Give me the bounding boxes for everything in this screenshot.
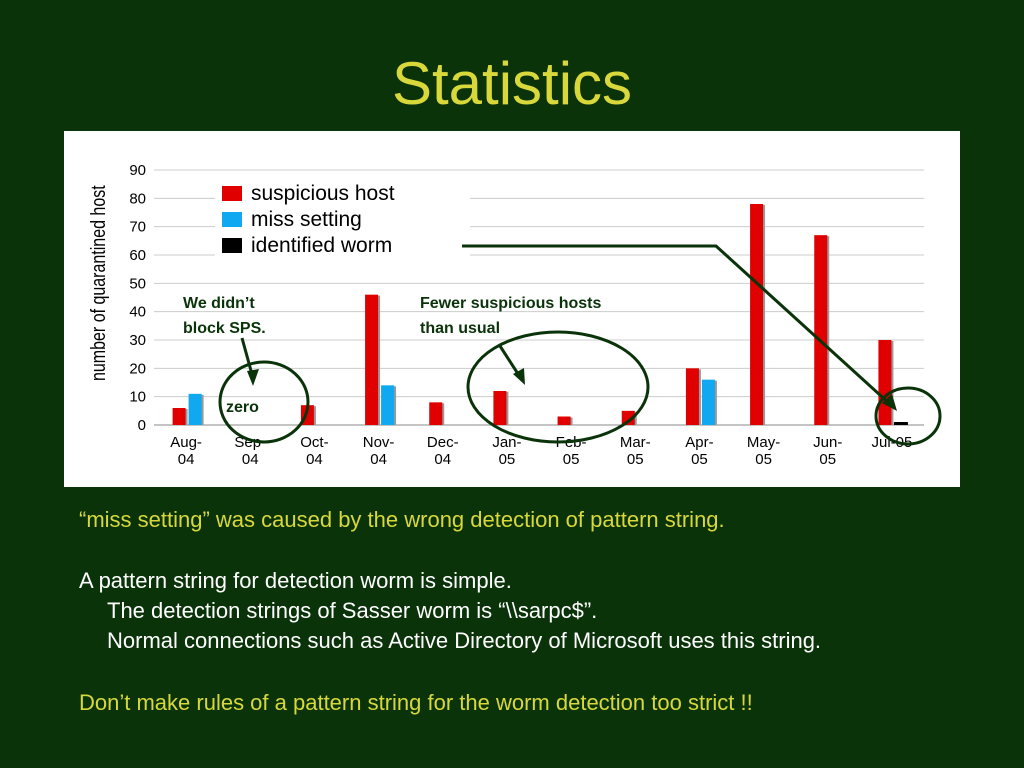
note-miss-setting: “miss setting” was caused by the wrong d… [79, 507, 725, 532]
bar-suspicious-host [172, 408, 186, 425]
worm-leader-line [462, 244, 893, 407]
y-tick-label: 30 [129, 332, 146, 349]
sasser-string-note: The detection strings of Sasser worm is … [107, 598, 598, 623]
x-tick-label: 05 [691, 451, 708, 468]
legend-swatch [222, 212, 242, 227]
annotation-sps: We didn’t [183, 295, 255, 312]
x-tick-label: Nov- [363, 434, 395, 451]
x-tick-label: 05 [755, 451, 772, 468]
x-tick-label: 04 [370, 451, 387, 468]
bar-suspicious-host [557, 416, 571, 425]
annotation-fewer: than usual [420, 320, 500, 337]
worm-highlight-circle [874, 386, 942, 446]
bar-suspicious-host [814, 235, 828, 425]
bar-suspicious-host [621, 410, 635, 425]
x-tick-label: Dec- [427, 434, 459, 451]
y-tick-label: 50 [129, 275, 146, 292]
y-tick-label: 40 [129, 304, 146, 321]
slide-title: Statistics [391, 50, 633, 117]
y-tick-label: 80 [129, 190, 146, 207]
x-tick-label: Apr- [685, 434, 713, 451]
legend-label: identified worm [251, 234, 392, 257]
bar-chart: 0 10 20 30 40 50 60 70 80 90 number of quarantined… [87, 162, 942, 468]
zero-highlight-circle [218, 360, 310, 444]
bar-suspicious-host [685, 368, 699, 425]
annotation-zero: zero [226, 399, 259, 416]
bar-miss-setting [188, 393, 202, 425]
fewer-hosts-circle [466, 330, 650, 444]
x-tick-label: 04 [434, 451, 451, 468]
x-tick-label: 05 [819, 451, 836, 468]
bar-suspicious-host [429, 402, 443, 425]
x-tick-label: Jan- [492, 434, 521, 451]
chart-area: 0 10 20 30 40 50 60 70 80 90 number of quarantined… [64, 131, 960, 487]
legend-swatch [222, 238, 242, 253]
x-tick-label: Jul-05 [871, 434, 912, 451]
y-tick-label: 60 [129, 247, 146, 264]
y-tick-label: 10 [129, 389, 146, 406]
bar-suspicious-host [365, 294, 379, 425]
rule-advice: Don’t make rules of a pattern string for… [79, 690, 753, 715]
sps-arrow-head [247, 369, 259, 386]
active-directory-note: Normal connections such as Active Direct… [107, 628, 822, 653]
y-tick-label: 90 [129, 162, 146, 179]
bar-suspicious-host [750, 204, 764, 425]
bar-suspicious-host [878, 340, 892, 425]
fewer-arrow-head [513, 368, 525, 385]
x-tick-label: 04 [242, 451, 259, 468]
x-tick-label: 05 [499, 451, 516, 468]
y-axis-label: number of quarantined host [87, 185, 109, 381]
annotation-sps: block SPS. [183, 320, 266, 337]
y-tick-label: 0 [138, 417, 146, 434]
x-tick-label: 04 [178, 451, 195, 468]
legend-label: miss setting [251, 208, 362, 231]
pattern-string-note: A pattern string for detection worm is s… [79, 568, 512, 593]
bar-miss-setting [701, 379, 715, 425]
legend-swatch [222, 186, 242, 201]
legend-box [215, 181, 470, 259]
y-tick-label: 20 [129, 360, 146, 377]
bar-identified-worm [893, 422, 908, 425]
x-tick-label: 05 [627, 451, 644, 468]
fewer-arrow-line [498, 345, 522, 378]
worm-arrow-head [882, 394, 897, 411]
bar-miss-setting [381, 385, 395, 425]
annotation-fewer: Fewer suspicious hosts [420, 295, 601, 312]
x-tick-label: 05 [563, 451, 580, 468]
x-tick-label: Jun- [813, 434, 842, 451]
legend-label: suspicious host [251, 182, 395, 205]
x-tick-label: Oct- [300, 434, 328, 451]
x-tick-label: Mar- [620, 434, 651, 451]
bar-suspicious-host [493, 391, 507, 425]
x-tick-label: 04 [306, 451, 323, 468]
y-tick-label: 70 [129, 219, 146, 236]
x-tick-label: May- [747, 434, 780, 451]
x-tick-label: Aug- [170, 434, 202, 451]
